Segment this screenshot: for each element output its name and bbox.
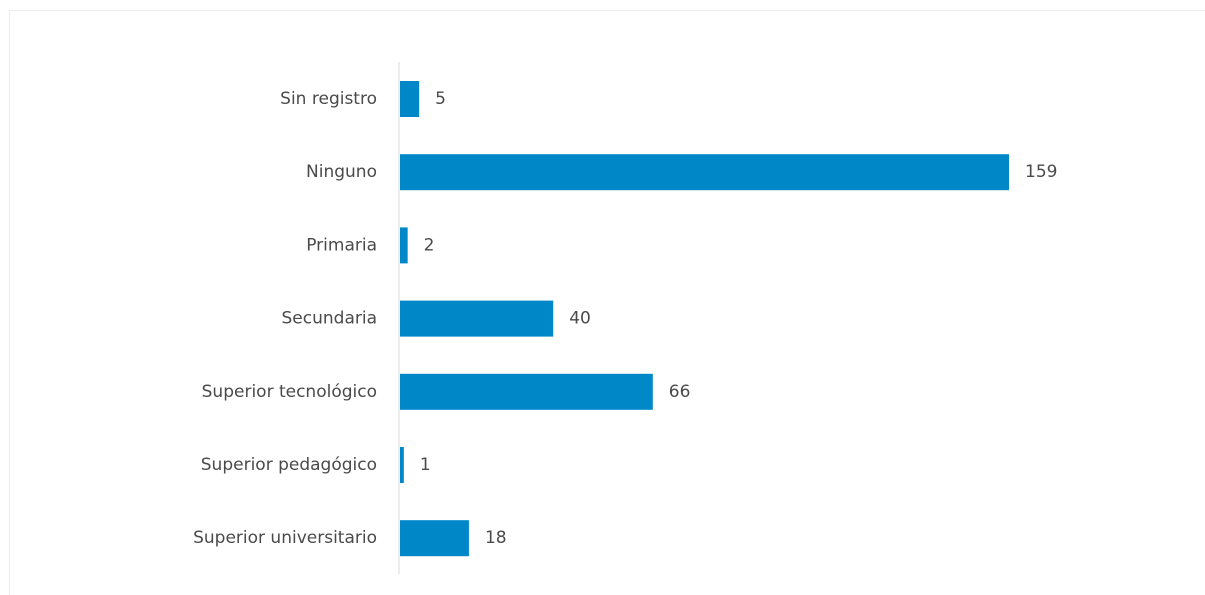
bar — [400, 227, 408, 264]
value-label: 159 — [1025, 162, 1057, 182]
category-label: Superior universitario — [193, 528, 377, 548]
value-label: 5 — [435, 89, 446, 109]
bar — [400, 520, 469, 557]
bar — [400, 300, 554, 337]
value-label: 40 — [569, 309, 591, 329]
bar — [400, 154, 1009, 191]
category-label: Sin registro — [280, 89, 377, 109]
category-label: Primaria — [306, 235, 377, 255]
value-label: 18 — [485, 528, 507, 548]
bar — [400, 81, 420, 117]
value-label: 2 — [424, 235, 435, 255]
bar — [400, 373, 653, 410]
chart-frame — [9, 10, 1205, 595]
value-label: 1 — [420, 455, 431, 475]
category-label: Superior pedagógico — [201, 455, 377, 475]
bar — [400, 447, 404, 483]
category-label: Secundaria — [282, 309, 377, 329]
category-label: Ninguno — [306, 162, 377, 182]
category-label: Superior tecnológico — [202, 382, 377, 402]
value-label: 66 — [669, 382, 691, 402]
